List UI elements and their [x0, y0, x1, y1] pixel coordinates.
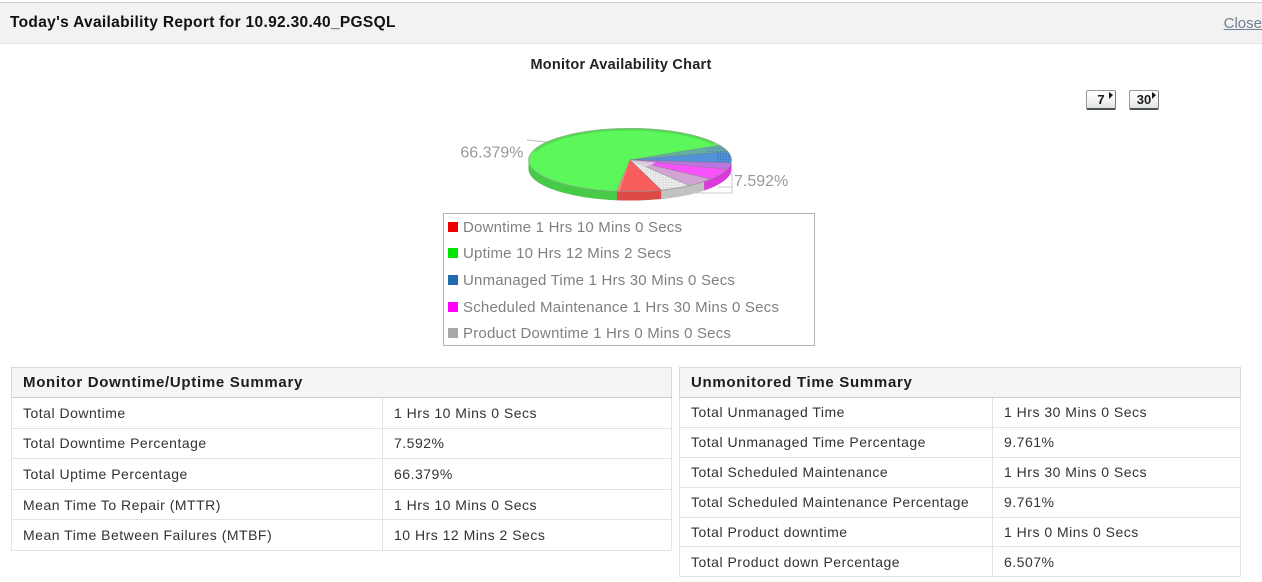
svg-text:7.592%: 7.592% — [734, 173, 788, 190]
svg-text:66.379%: 66.379% — [460, 145, 523, 162]
